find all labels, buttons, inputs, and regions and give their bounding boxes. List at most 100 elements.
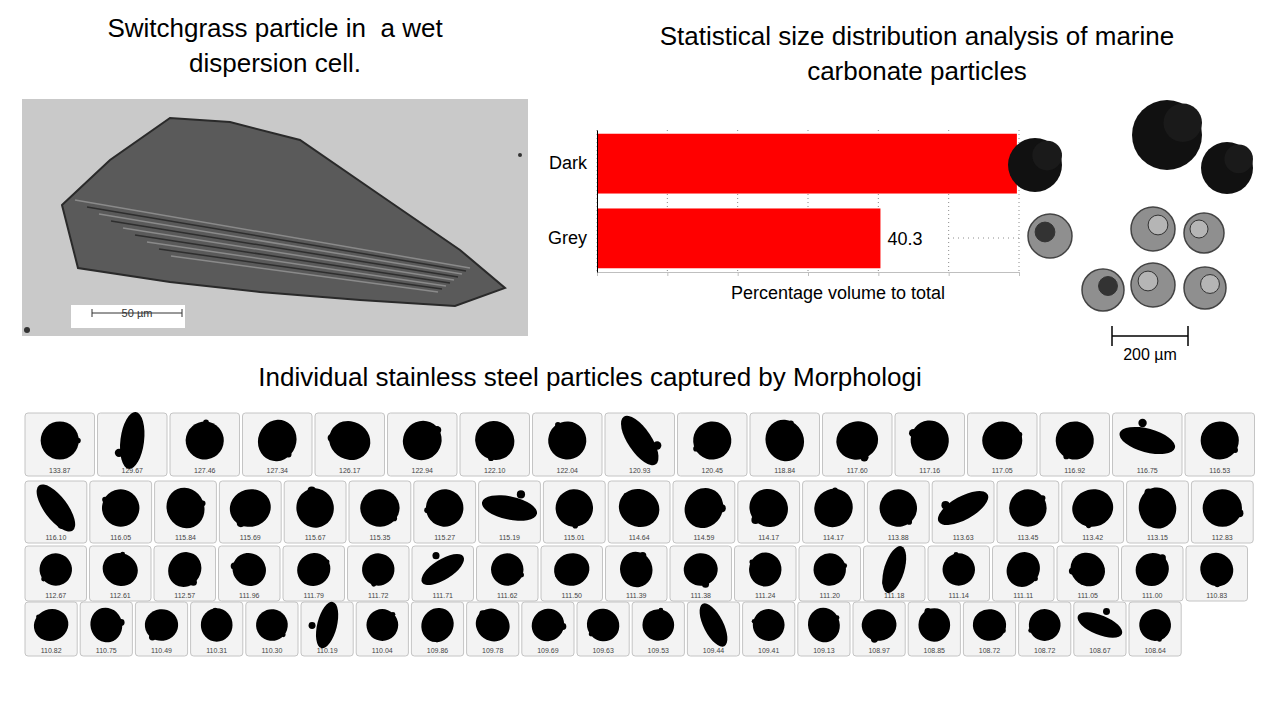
particle-label: 110.04 [372, 647, 393, 654]
particle-cell: 109.41 [743, 602, 795, 656]
particle-cell: 126.17 [315, 413, 385, 476]
panel-title: Switchgrass particle in a wetdispersion … [107, 13, 443, 78]
particle-label: 111.14 [949, 592, 969, 599]
particle-label: 109.78 [482, 647, 504, 654]
particle-cell: 110.19 [301, 600, 353, 656]
particle-label: 111.18 [884, 592, 904, 599]
particle-cell: 110.75 [80, 602, 132, 656]
particle-label: 115.35 [369, 534, 390, 541]
particle-label: 113.15 [1147, 534, 1168, 541]
particle-cell: 115.84 [155, 481, 217, 543]
particle-cell: 111.72 [348, 546, 410, 601]
particle-cell: 111.20 [799, 546, 861, 601]
panel-title: Individual stainless steel particles cap… [258, 362, 921, 392]
tick-mark [738, 272, 739, 276]
particle-label: 110.82 [41, 647, 62, 654]
tick-mark [878, 272, 879, 276]
particle-label: 111.05 [1078, 592, 1098, 599]
particle-cell: 109.44 [687, 599, 739, 656]
micrograph [22, 99, 528, 336]
particle-cell: 114.64 [608, 481, 670, 543]
particle-label: 129.67 [122, 467, 144, 474]
particle-label: 117.16 [919, 467, 940, 474]
tick [1019, 272, 1020, 276]
particle-cell: 113.63 [932, 481, 994, 543]
bar [597, 208, 880, 268]
particle-cell: 117.05 [968, 413, 1038, 476]
particle-label: 108.72 [1034, 647, 1056, 654]
x-axis-title: Percentage volume to total [731, 283, 945, 303]
particle-cell: 110.04 [356, 602, 408, 656]
particle-label: 109.13 [813, 647, 835, 654]
particle-cell: 114.17 [738, 481, 800, 543]
particle-cell: 113.45 [997, 481, 1059, 543]
particle-cell: 115.69 [219, 481, 281, 543]
particle-cell: 111.11 [993, 546, 1055, 601]
particle-cell: 127.46 [170, 413, 240, 476]
particle-label: 109.44 [703, 647, 725, 654]
particle-label: 111.38 [691, 592, 711, 599]
particle-cell: 108.97 [853, 602, 905, 656]
particle-label: 122.94 [412, 467, 434, 474]
tick [597, 272, 598, 276]
particle-cell: 111.62 [477, 546, 539, 601]
particle-cell: 114.17 [803, 481, 865, 543]
particle-label: 120.93 [629, 467, 651, 474]
particle-label: 111.00 [1142, 592, 1162, 599]
particle-cell: 108.67 [1074, 602, 1126, 656]
particle-label: 133.87 [49, 467, 71, 474]
particle-cell: 111.00 [1122, 546, 1184, 601]
particle-cell: 116.10 [25, 479, 87, 543]
particle-label: 108.64 [1144, 647, 1166, 654]
particle-cell: 111.50 [541, 546, 603, 601]
particle-label: 114.59 [693, 534, 714, 541]
particle-label: 109.69 [537, 647, 559, 654]
particle-label: 114.17 [758, 534, 779, 541]
chart-title: Statistical size distribution analysis o… [660, 21, 1174, 86]
particle-label: 108.97 [868, 647, 890, 654]
tick [738, 272, 739, 276]
particle-cell: 111.24 [735, 546, 797, 601]
particle-cell: 122.10 [460, 413, 530, 476]
particle-label: 111.72 [368, 592, 388, 599]
particle-label: 108.85 [924, 647, 946, 654]
tick-mark [808, 272, 809, 276]
tick-label: Dark [549, 153, 588, 173]
particle-cell: 112.83 [1191, 481, 1253, 543]
particle-cell: 108.72 [1019, 602, 1071, 656]
particle-label: 109.86 [427, 647, 449, 654]
particle-cell: 116.53 [1185, 413, 1255, 476]
y-axis: DarkGrey [548, 131, 598, 273]
particle-label: 115.67 [305, 534, 326, 541]
tick [667, 272, 668, 276]
particle-cell: 120.93 [605, 410, 675, 476]
axis-line [598, 273, 1020, 277]
carbonate-image [948, 100, 1253, 346]
particle-cell: 113.15 [1127, 481, 1189, 543]
particle-label: 112.83 [1212, 534, 1233, 541]
plot-area [597, 134, 1017, 269]
particle-cell: 109.13 [798, 602, 850, 656]
particle-label: 127.46 [194, 467, 216, 474]
particle-cell: 112.57 [154, 546, 216, 601]
particle-cell: 111.96 [219, 546, 281, 601]
particle-label: 109.63 [592, 647, 614, 654]
particle-cell: 116.05 [90, 481, 152, 543]
particle-label: 117.60 [847, 467, 868, 474]
particle-label: 112.57 [174, 592, 195, 599]
particle-label: 111.71 [433, 592, 453, 599]
particle-label: 113.45 [1017, 534, 1038, 541]
tick-mark [949, 272, 950, 276]
particle-label: 116.05 [110, 534, 131, 541]
x-axis [598, 272, 1020, 276]
particle-label: 113.88 [888, 534, 909, 541]
particle-cell: 117.60 [823, 413, 893, 476]
particle-cell: 115.01 [543, 481, 605, 543]
particle-cell: 115.19 [479, 481, 541, 543]
particle-cell: 127.34 [243, 413, 313, 476]
tick-mark [1019, 272, 1020, 276]
particle-cell: 109.53 [632, 602, 684, 656]
particle-cell: 122.94 [388, 413, 458, 476]
particle-cell: 111.14 [928, 546, 990, 601]
particle-label: 111.11 [1013, 592, 1033, 599]
